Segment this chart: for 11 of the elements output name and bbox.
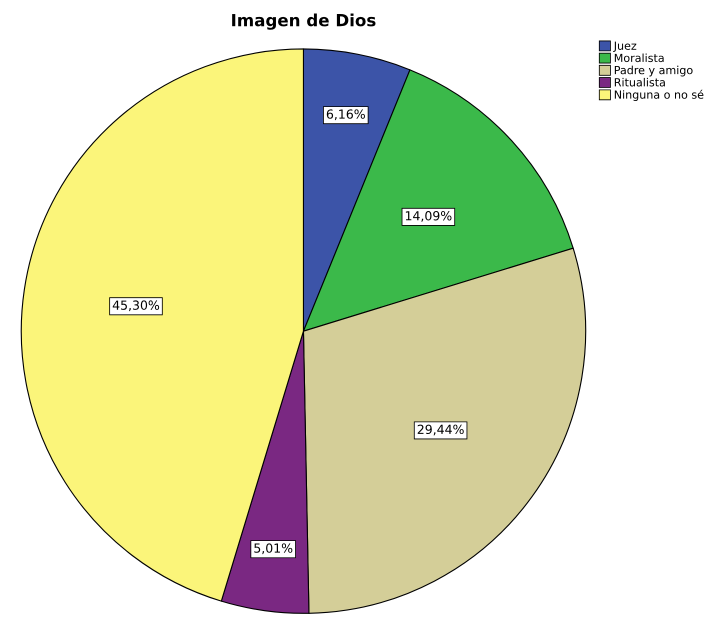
legend-label: Padre y amigo bbox=[614, 66, 693, 76]
chart-title: Imagen de Dios bbox=[232, 14, 376, 30]
data-label: 6,16% bbox=[326, 109, 365, 120]
legend-label: Juez bbox=[613, 42, 636, 52]
legend-label: Ritualista bbox=[614, 78, 665, 86]
legend-label: Moralista bbox=[614, 53, 664, 62]
data-label: 45,30% bbox=[112, 300, 160, 312]
data-label: 29,44% bbox=[418, 424, 464, 436]
legend-label: Ninguna o no sé bbox=[614, 90, 704, 101]
data-label: 5,01% bbox=[254, 543, 292, 554]
data-label: 14,09% bbox=[406, 211, 452, 222]
